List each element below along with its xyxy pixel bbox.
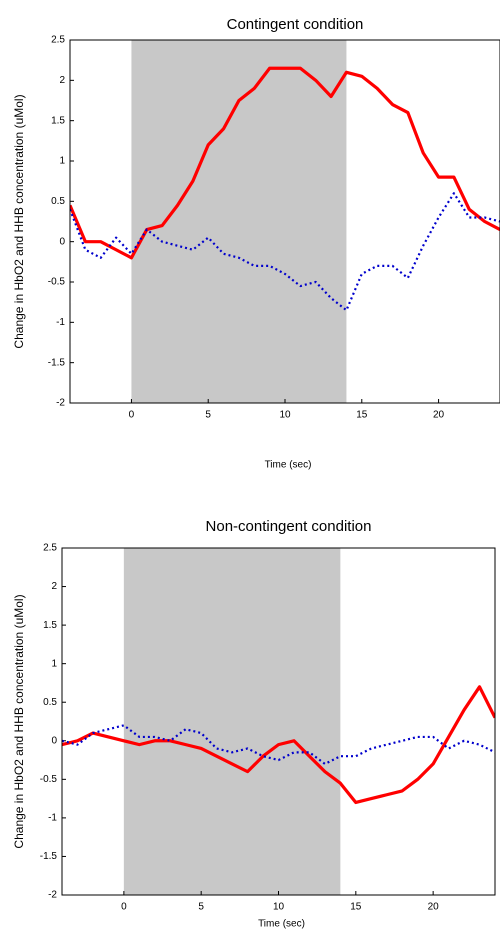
- y-tick-label: -0.5: [40, 774, 58, 785]
- y-tick-label: 1.5: [43, 620, 57, 631]
- x-axis-label: Time (sec): [265, 460, 312, 471]
- y-tick-label: 2.5: [43, 543, 57, 554]
- y-tick-label: 0.5: [43, 697, 57, 708]
- y-tick-label: 1: [51, 658, 57, 669]
- data-line: [62, 685, 495, 805]
- y-tick-label: 2.5: [51, 35, 65, 46]
- y-tick-label: -1: [56, 317, 65, 328]
- y-tick-label: -2: [56, 398, 65, 409]
- y-tick-label: 0: [51, 735, 57, 746]
- x-tick-label: 20: [433, 410, 445, 421]
- chart-title: Contingent condition: [227, 16, 364, 33]
- y-tick-label: -1.5: [48, 357, 66, 368]
- y-axis-label: Change in HbO2 and HHB concentration (uM…: [12, 594, 26, 848]
- axes-frame: [61, 547, 496, 896]
- chart-title: Non-contingent condition: [206, 518, 372, 535]
- x-tick-label: 15: [356, 410, 368, 421]
- y-tick-label: 0.5: [51, 196, 65, 207]
- data-line: [62, 724, 495, 766]
- axes-frame: [69, 39, 500, 404]
- y-tick-label: -1: [48, 813, 57, 824]
- y-tick-label: 1.5: [51, 115, 65, 126]
- y-tick-label: 2: [59, 75, 65, 86]
- y-tick-label: 2: [51, 581, 57, 592]
- y-axis-label: Change in HbO2 and HHB concentration (uM…: [12, 94, 26, 348]
- y-tick-label: -0.5: [48, 277, 66, 288]
- x-tick-label: 10: [273, 902, 285, 913]
- y-tick-label: -1.5: [40, 851, 58, 862]
- shaded-period: [123, 548, 341, 895]
- x-axis-label: Time (sec): [258, 919, 305, 930]
- x-tick-label: 20: [428, 902, 440, 913]
- plot-lines: [70, 66, 500, 312]
- x-tick-label: 5: [198, 902, 204, 913]
- y-tick-label: 1: [59, 156, 65, 167]
- x-tick-label: 15: [350, 902, 362, 913]
- y-tick-label: -2: [48, 890, 57, 901]
- x-tick-label: 0: [121, 902, 127, 913]
- data-line: [70, 192, 500, 312]
- y-tick-label: 0: [59, 236, 65, 247]
- plot-lines: [62, 685, 495, 805]
- x-tick-label: 0: [129, 410, 135, 421]
- x-tick-label: 10: [279, 410, 291, 421]
- x-tick-label: 5: [205, 410, 211, 421]
